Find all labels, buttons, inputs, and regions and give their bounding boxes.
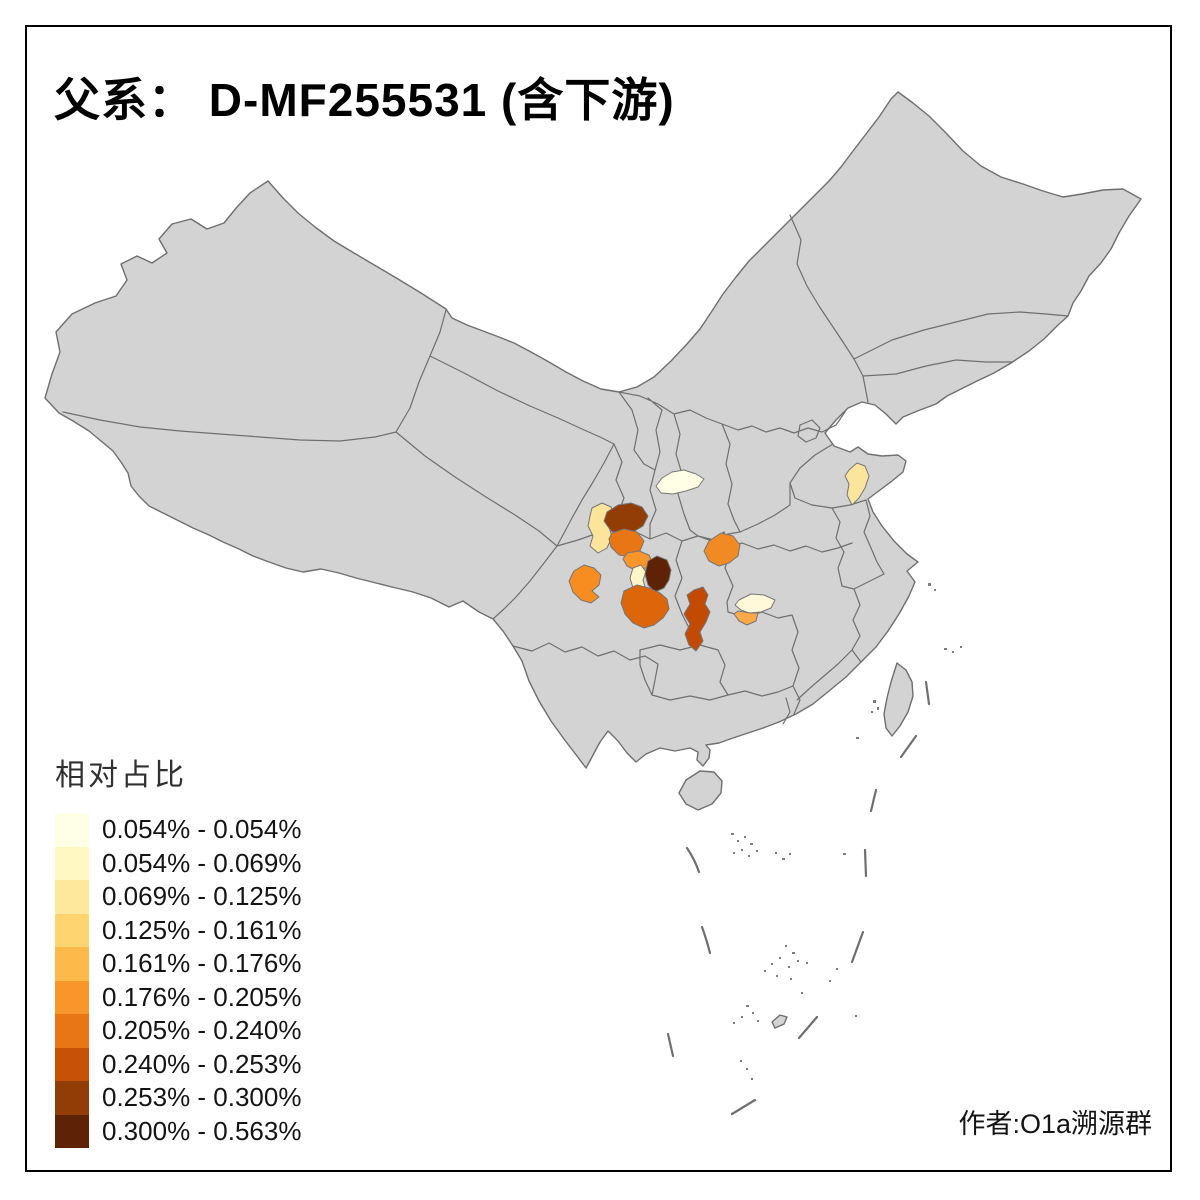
choropleth-region-3 [603,502,649,537]
islet [757,1020,759,1022]
legend-item: 0.161% - 0.176% [55,947,301,981]
small-islands [731,583,962,1080]
islet [764,970,766,972]
legend-item: 0.069% - 0.125% [55,880,301,914]
islet [801,992,803,994]
islet [746,1005,749,1007]
legend-item: 0.176% - 0.205% [55,980,302,1014]
legend-label: 0.300% - 0.563% [102,1115,302,1146]
islet [792,952,795,954]
islet [771,963,773,965]
legend-item: 0.300% - 0.563% [55,1114,302,1148]
islet [836,968,838,970]
islet [776,975,778,977]
legend-item: 0.240% - 0.253% [55,1047,302,1081]
taiwan-island [883,662,914,737]
author-credit: 作者:O1a溯源群 [958,1109,1152,1139]
choropleth-region-7 [644,555,672,593]
choropleth-region-14 [844,462,870,506]
choropleth-region-10 [703,532,741,567]
islet [873,700,876,703]
legend-title: 相对占比 [55,759,187,792]
province-borders [62,214,1069,725]
islet [756,850,758,852]
islet [785,945,787,947]
islet [731,833,734,835]
legend-item: 0.205% - 0.240% [55,1014,301,1048]
islet [748,855,750,857]
islet [737,840,739,842]
hainan-island [678,770,723,811]
sea-boundary-dashes [666,680,931,1116]
choropleth-region-9 [568,564,602,604]
choropleth-region-12 [734,593,776,614]
legend-swatch [55,880,89,914]
islet [752,1012,754,1014]
legend-label: 0.205% - 0.240% [102,1015,302,1046]
choropleth-region-1 [655,469,705,495]
islet [829,980,831,982]
islet [871,711,873,713]
china-mainland [44,91,1142,769]
islet [856,737,859,739]
legend-item: 0.054% - 0.069% [55,846,302,880]
islet [790,978,792,980]
legend: 相对占比 0.054% - 0.054% 0.054% - 0.069% 0.0… [55,750,301,1148]
islet [789,853,791,855]
legend-swatch [55,846,89,880]
islet [741,1016,743,1018]
islet [797,960,799,962]
islet [960,646,962,648]
islet [775,852,777,854]
islet [746,1068,748,1070]
islet [751,1078,753,1080]
islet [952,651,954,653]
islet [806,962,808,964]
choropleth-region-13 [733,610,759,626]
islet [843,853,846,855]
legend-swatch [55,913,89,947]
legend-label: 0.240% - 0.253% [102,1048,302,1079]
islet [744,836,746,838]
legend-label: 0.054% - 0.054% [102,814,302,845]
plot-frame [25,25,1172,1172]
choropleth-region-8 [620,584,670,629]
legend-label: 0.125% - 0.161% [102,914,302,945]
islet [928,583,931,586]
legend-label: 0.161% - 0.176% [102,948,302,979]
legend-swatch [55,980,89,1014]
choropleth-region-11 [683,586,711,652]
legend-item: 0.125% - 0.161% [55,913,302,947]
islet [733,1022,735,1024]
islet [733,852,735,854]
legend-label: 0.069% - 0.125% [102,881,302,912]
legend-label: 0.176% - 0.205% [102,981,302,1012]
legend-swatch [55,1114,89,1148]
legend-swatch [55,1047,89,1081]
sea-islet [771,1014,788,1029]
islet [788,966,790,968]
islet [944,648,947,650]
legend-item: 0.054% - 0.054% [55,813,301,847]
legend-label: 0.054% - 0.069% [102,847,302,878]
islet [855,1015,857,1017]
islet [741,849,743,851]
legend-swatch [55,1081,89,1115]
islet [750,843,753,845]
islet [934,589,936,591]
legend-swatch [55,813,89,847]
legend-swatch [55,1014,89,1048]
islet [740,1060,742,1062]
islet [877,707,879,710]
legend-label: 0.253% - 0.300% [102,1082,302,1113]
legend-swatch [55,947,89,981]
islet [779,957,781,959]
islet [782,858,785,860]
legend-item: 0.253% - 0.300% [55,1081,301,1115]
page-title: 父系： D-MF255531 (含下游) [54,74,675,126]
